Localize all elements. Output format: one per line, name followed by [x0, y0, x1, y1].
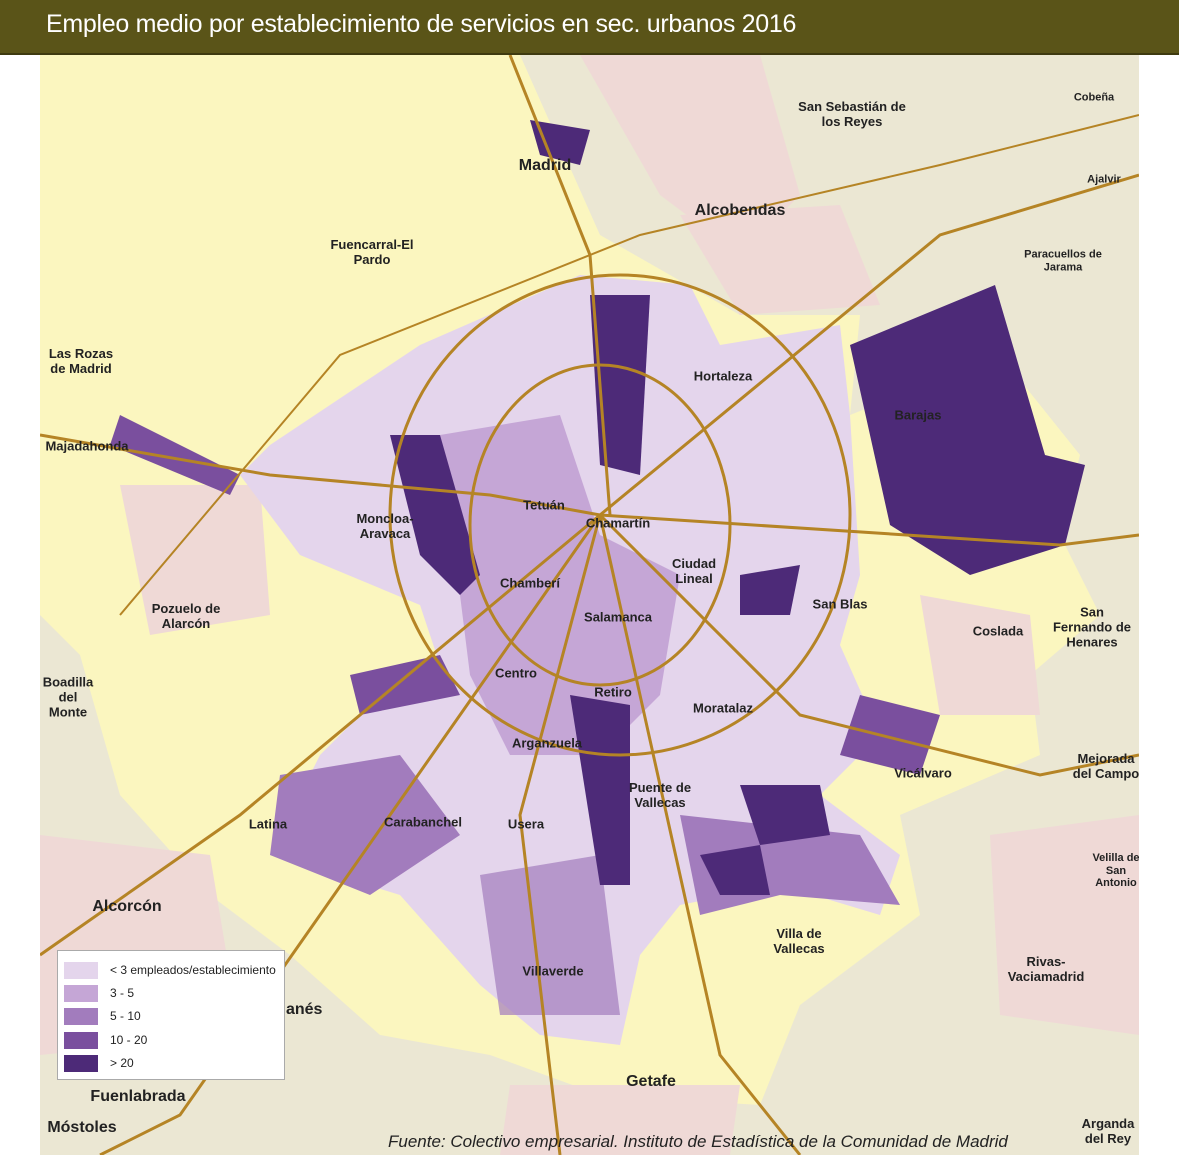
label-san-fernando: San Fernando de Henares — [1052, 604, 1131, 650]
label-fuenlabrada: Fuenlabrada — [90, 1087, 186, 1105]
urban-area — [500, 1085, 740, 1155]
label-moncloa: Moncloa-Aravaca — [356, 511, 414, 541]
road — [599, 173, 1139, 517]
legend-item: 5 - 10 — [64, 1007, 141, 1025]
label-arganzuela: Arganzuela — [511, 735, 583, 751]
road — [40, 513, 601, 957]
urban-area — [680, 205, 880, 315]
label-las-rozas: Las Rozas de Madrid — [48, 346, 114, 376]
label-tetuan: Tetuán — [523, 497, 565, 513]
barajas-high — [850, 285, 1085, 575]
district-high — [570, 695, 630, 885]
city-area-mid — [440, 415, 680, 755]
label-boadilla: Boadilla del Monte — [42, 674, 94, 720]
label-ajalvir: Ajalvir — [1087, 173, 1121, 186]
district-high — [530, 120, 590, 165]
district-high — [840, 695, 940, 775]
label-alcorcon: Alcorcón — [92, 897, 162, 915]
label-hortaleza: Hortaleza — [693, 368, 753, 384]
label-paracuellos: Paracuellos de Jarama — [1024, 248, 1102, 273]
city-area-mid — [270, 755, 460, 895]
label-villa-vallecas: Villa de Vallecas — [773, 926, 825, 956]
label-carabanchel: Carabanchel — [383, 814, 463, 830]
legend: < 3 empleados/establecimiento 3 - 5 5 - … — [57, 950, 285, 1080]
district-high — [390, 435, 480, 595]
legend-label: 5 - 10 — [110, 1009, 141, 1023]
label-san-blas: San Blas — [812, 596, 868, 612]
source-note: Fuente: Colectivo empresarial. Instituto… — [388, 1132, 1008, 1151]
label-mostoles: Móstoles — [47, 1118, 117, 1136]
legend-swatch — [64, 1031, 98, 1049]
legend-label: 10 - 20 — [110, 1033, 148, 1047]
label-coslada: Coslada — [972, 623, 1024, 639]
label-barajas: Barajas — [894, 407, 942, 423]
legend-swatch — [64, 1054, 98, 1072]
district-high — [740, 785, 830, 845]
map-title: Empleo medio por establecimiento de serv… — [46, 10, 797, 38]
road — [599, 513, 1139, 547]
road — [598, 513, 1139, 777]
legend-label: > 20 — [110, 1056, 134, 1070]
legend-item: < 3 empleados/establecimiento — [64, 961, 276, 979]
label-velilla: Velilla de San Antonio — [1092, 852, 1139, 890]
urban-area — [990, 815, 1139, 1035]
label-sanse: San Sebastián de los Reyes — [798, 99, 906, 129]
roads — [40, 55, 1139, 1155]
label-pozuelo: Pozuelo de Alarcón — [151, 601, 221, 631]
legend-swatch — [64, 984, 98, 1002]
label-ciudad-lineal: Ciudad Lineal — [671, 556, 717, 586]
label-centro: Centro — [495, 665, 537, 681]
ring-road-m40 — [388, 273, 852, 757]
label-latina: Latina — [248, 816, 288, 832]
label-moratalaz: Moratalaz — [693, 700, 753, 716]
label-alcobendas: Alcobendas — [694, 201, 786, 219]
district-high — [700, 845, 770, 895]
urban-area — [580, 55, 800, 255]
label-madrid: Madrid — [518, 156, 572, 174]
label-chamberi: Chamberí — [500, 575, 560, 591]
road — [119, 114, 1139, 616]
label-rivas: Rivas-Vaciamadrid — [1007, 954, 1085, 984]
label-villaverde: Villaverde — [522, 963, 584, 979]
district-high — [590, 295, 650, 475]
label-arganda: Arganda del Rey — [1081, 1116, 1135, 1146]
label-salamanca: Salamanca — [584, 609, 652, 625]
legend-label: 3 - 5 — [110, 986, 135, 1000]
road — [99, 514, 602, 1155]
title-bar: Empleo medio por establecimiento de serv… — [0, 0, 1179, 55]
label-puente-vallecas: Puente de Vallecas — [628, 780, 692, 810]
district-high — [110, 415, 240, 495]
district-high — [740, 565, 800, 615]
legend-item: > 20 — [64, 1054, 134, 1072]
urban-area — [120, 485, 270, 635]
label-majadahonda: Majadahonda — [45, 438, 129, 454]
label-usera: Usera — [507, 816, 545, 832]
label-getafe: Getafe — [626, 1072, 676, 1090]
road — [40, 433, 601, 517]
label-retiro: Retiro — [594, 684, 632, 700]
ring-road-m30 — [468, 363, 732, 687]
road — [598, 514, 802, 1155]
label-cobena: Cobeña — [1073, 91, 1115, 104]
label-fuencarral: Fuencarral-El Pardo — [330, 237, 414, 267]
city-area-mid — [480, 855, 620, 1015]
legend-item: 10 - 20 — [64, 1031, 147, 1049]
label-mejorada: Mejorada del Campo — [1072, 751, 1139, 781]
label-chamartin: Chamartín — [585, 515, 651, 531]
legend-swatch — [64, 961, 98, 979]
urban-area — [920, 595, 1040, 715]
legend-label: < 3 empleados/establecimiento — [110, 963, 276, 977]
label-vicalvaro: Vicálvaro — [894, 765, 952, 781]
legend-item: 3 - 5 — [64, 984, 134, 1002]
legend-swatch — [64, 1007, 98, 1025]
road — [518, 514, 602, 1155]
